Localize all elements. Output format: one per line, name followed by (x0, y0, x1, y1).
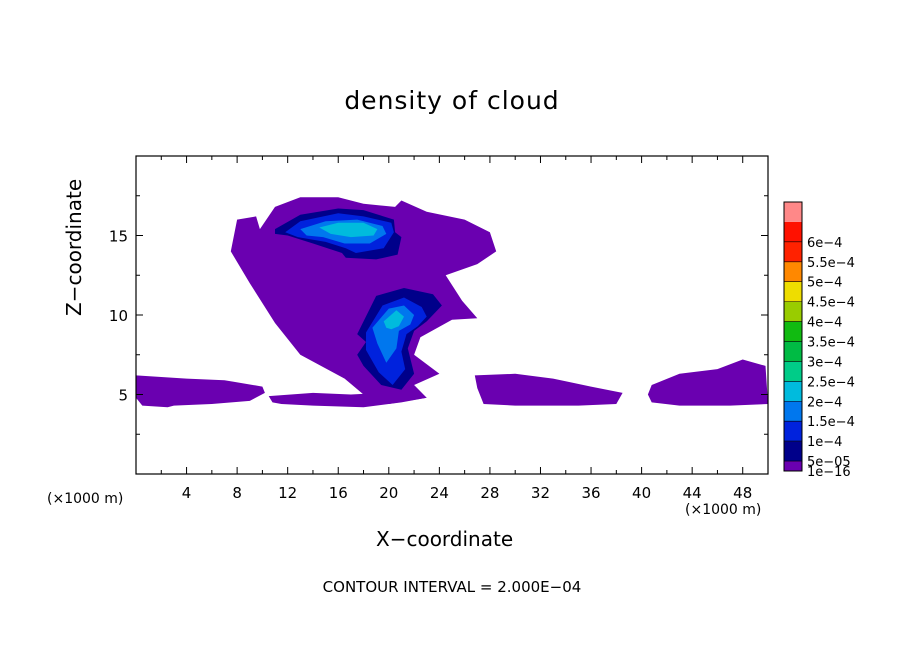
colorbar-swatch (784, 401, 802, 422)
colorbar-swatch (784, 281, 802, 302)
contour-region-level-0 (647, 359, 768, 406)
x-tick-label: 48 (733, 484, 752, 502)
colorbar-label: 3.5e−4 (807, 335, 855, 350)
x-unit-label: (×1000 m) (685, 502, 762, 518)
colorbar-swatch (784, 261, 802, 282)
contour-region-level-0 (474, 373, 623, 406)
colorbar-label: 5e−4 (807, 276, 842, 291)
x-tick-label: 8 (232, 484, 242, 502)
colorbar-label: 2e−4 (807, 395, 842, 410)
colorbar-label: 1.5e−4 (807, 415, 855, 430)
colorbar-label: 5.5e−4 (807, 256, 855, 271)
contour-region-level-3 (372, 305, 415, 363)
x-axis-ticks: 4 8 12 16 20 24 28 32 36 40 44 48 (160, 156, 752, 502)
colorbar-swatch (784, 241, 802, 262)
colorbar-swatch (784, 221, 802, 242)
colorbar-swatch (784, 202, 802, 222)
colorbar-label: 1e−4 (807, 435, 842, 450)
x-tick-label: 32 (531, 484, 550, 502)
colorbar-label: 1e−16 (807, 465, 851, 480)
y-tick-label: 15 (109, 228, 128, 246)
x-tick-label: 12 (278, 484, 297, 502)
colorbar-label: 3e−4 (807, 355, 842, 370)
colorbar-swatch (784, 341, 802, 362)
colorbar-label: 6e−4 (807, 236, 842, 251)
x-tick-label: 44 (683, 484, 702, 502)
colorbar-swatch (784, 321, 802, 342)
colorbar-swatch (784, 381, 802, 402)
contour-region-level-0 (136, 375, 265, 408)
x-tick-label: 20 (379, 484, 398, 502)
z-unit-label: (×1000 m) (47, 491, 124, 507)
x-axis-label: X−coordinate (376, 527, 514, 551)
contour-region-level-4 (383, 310, 404, 330)
x-tick-label: 4 (182, 484, 192, 502)
colorbar-swatch (784, 441, 802, 462)
colorbar-swatch (784, 461, 802, 471)
x-tick-label: 28 (480, 484, 499, 502)
x-tick-label: 16 (329, 484, 348, 502)
contour-interval-note: CONTOUR INTERVAL = 2.000E−04 (322, 578, 582, 596)
y-tick-label: 10 (109, 307, 128, 325)
y-axis-label: Z−coordinate (62, 178, 86, 316)
density-field (136, 197, 768, 408)
colorbar-swatch (784, 421, 802, 442)
y-tick-label: 5 (118, 387, 128, 405)
x-tick-label: 36 (581, 484, 600, 502)
colorbar-swatch (784, 361, 802, 382)
chart-title: density of cloud (344, 86, 560, 115)
contour-region-level-4 (319, 222, 378, 238)
x-tick-label: 40 (632, 484, 651, 502)
y-axis-ticks: 5 10 15 (109, 195, 768, 435)
x-tick-label: 24 (430, 484, 449, 502)
colorbar-label: 4e−4 (807, 316, 842, 331)
colorbar-swatch (784, 301, 802, 322)
colorbar-label: 4.5e−4 (807, 296, 855, 311)
colorbar-label: 2.5e−4 (807, 375, 855, 390)
contour-region-level-0 (230, 197, 497, 404)
contour-region-level-0 (268, 391, 427, 408)
colorbar-label: 5e−05 (807, 455, 851, 470)
